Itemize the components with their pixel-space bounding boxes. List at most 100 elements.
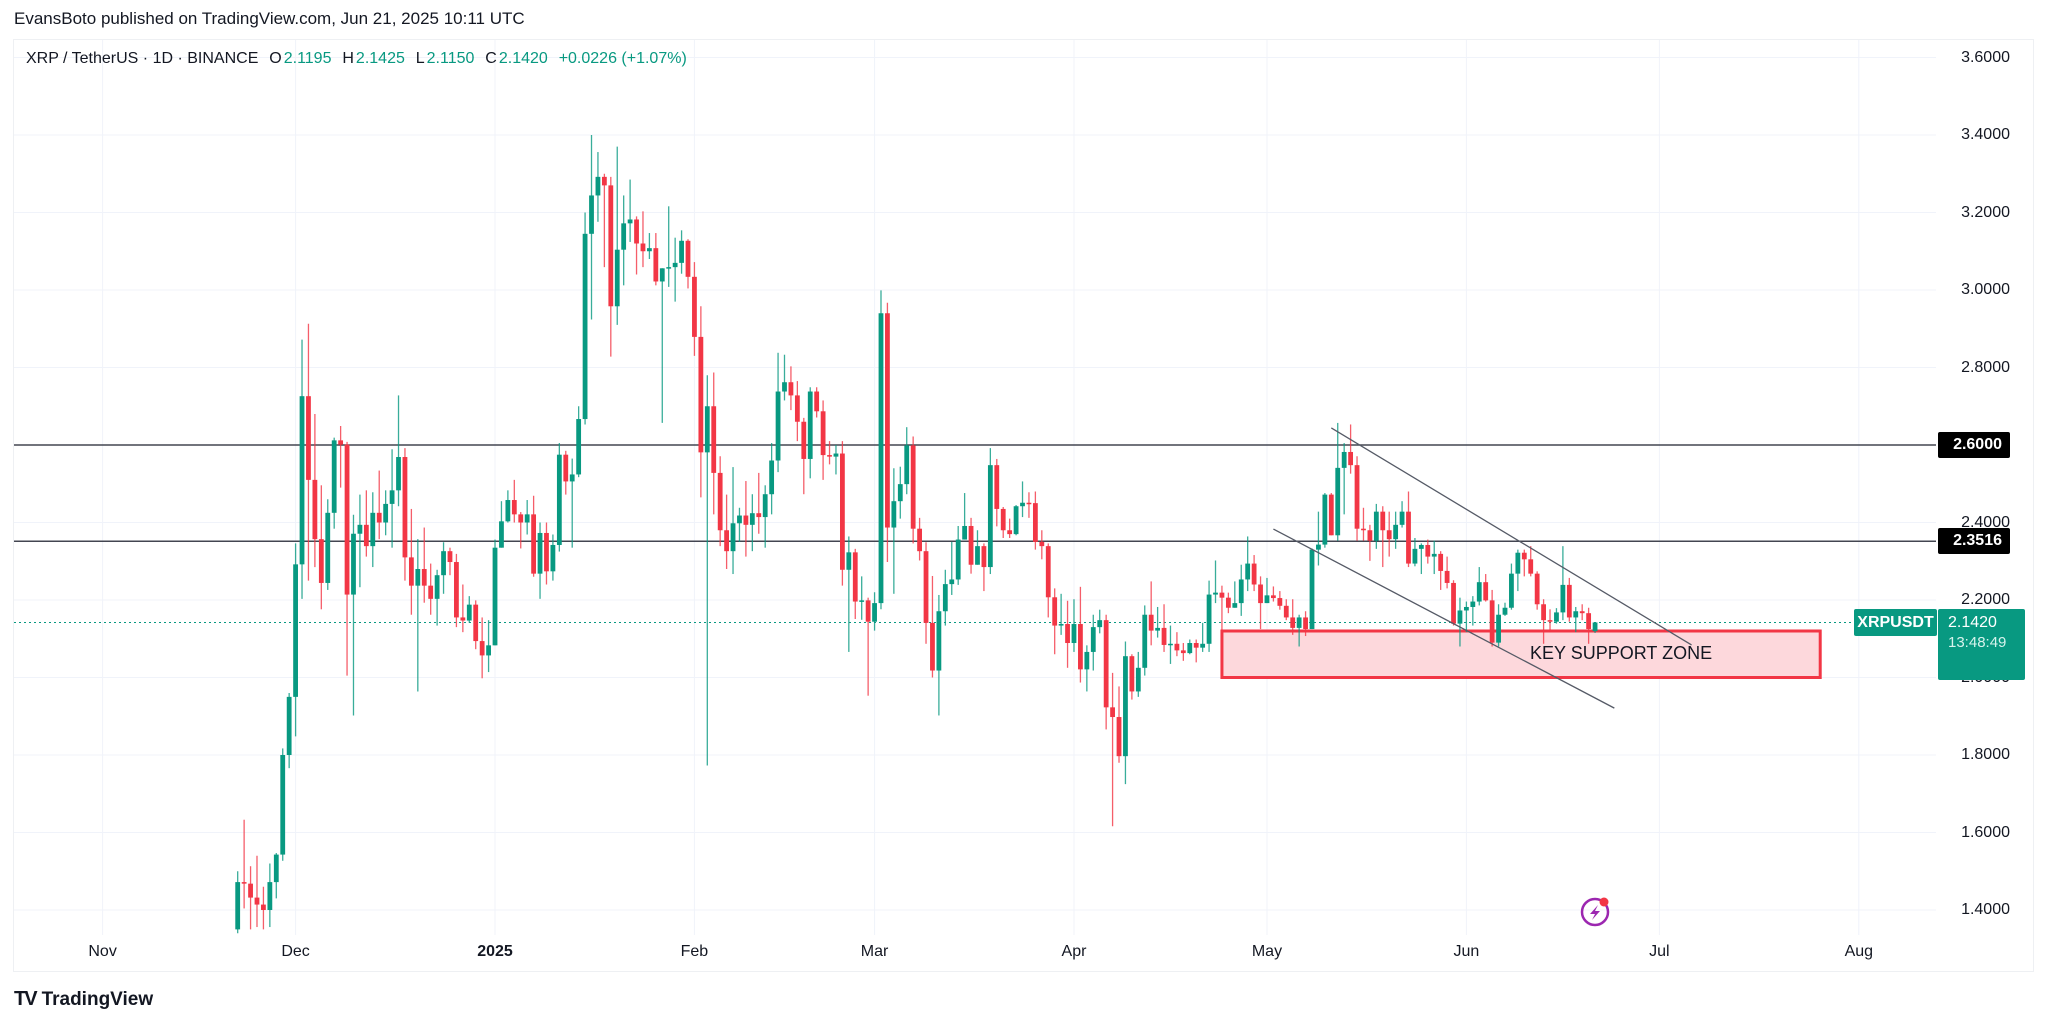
candle-body	[653, 248, 659, 282]
candle-body	[975, 546, 980, 565]
candle-body	[415, 569, 421, 586]
candle	[1515, 549, 1521, 592]
candle	[994, 458, 1000, 527]
candle	[1084, 645, 1090, 692]
candle-body	[1161, 627, 1167, 645]
candle	[672, 237, 678, 302]
candle	[518, 512, 524, 549]
candle	[241, 819, 247, 909]
candle	[1103, 614, 1109, 730]
candle-body	[1065, 624, 1070, 644]
candle	[1161, 604, 1167, 652]
trendlines[interactable]	[1273, 427, 1692, 709]
candle-body	[537, 532, 543, 574]
candle	[1463, 601, 1469, 633]
candle-body	[518, 514, 524, 523]
candle-body	[1451, 582, 1456, 624]
candle	[782, 354, 787, 401]
candle	[363, 490, 369, 557]
y-tick-label: 2.8000	[1961, 358, 2010, 376]
candle	[1412, 538, 1418, 567]
candle-body	[1187, 643, 1193, 654]
candle	[1418, 543, 1424, 575]
support-zone[interactable]	[1220, 629, 1822, 679]
symbol-title[interactable]: XRP / TetherUS · 1D · BINANCE	[26, 50, 259, 67]
candle	[1174, 632, 1180, 657]
candle-body	[794, 395, 800, 422]
candle-body	[1135, 667, 1141, 692]
candle-body	[1283, 605, 1289, 618]
candle	[331, 437, 337, 529]
candle-body	[344, 444, 350, 595]
candle-body	[1303, 617, 1308, 630]
candle-body	[505, 500, 511, 522]
candle	[1444, 556, 1450, 589]
close-label: C	[485, 50, 497, 67]
level-tag-2.3516: 2.3516	[1938, 528, 2010, 555]
candle-body	[1000, 508, 1006, 531]
x-tick-label: May	[1251, 943, 1283, 960]
candle	[930, 575, 935, 678]
candle	[1521, 549, 1527, 577]
candle	[325, 499, 331, 590]
candle	[434, 569, 440, 626]
candle-body	[1258, 584, 1263, 604]
lightning-icon[interactable]	[1580, 897, 1610, 927]
candle	[1586, 607, 1592, 644]
candle-body	[1438, 553, 1444, 571]
candle-body	[1180, 650, 1186, 654]
candle-body	[261, 904, 266, 910]
candle	[1348, 424, 1354, 474]
candle-body	[839, 453, 845, 570]
candle	[1142, 605, 1148, 676]
candle-body	[1425, 544, 1431, 557]
candle	[537, 522, 543, 599]
candle-body	[286, 696, 292, 755]
candle	[749, 494, 755, 552]
candle	[1528, 546, 1534, 577]
tradingview-logo[interactable]: TV TradingView	[14, 988, 153, 1011]
candle	[1129, 654, 1135, 700]
candle	[267, 863, 273, 928]
high-label: H	[342, 50, 354, 67]
candle	[1187, 639, 1193, 655]
candle	[473, 600, 479, 650]
candle	[1290, 599, 1296, 635]
candle-body	[1277, 598, 1283, 606]
candle	[1232, 581, 1238, 608]
candle	[1309, 548, 1315, 630]
candle-body	[1193, 643, 1199, 648]
candle-body	[486, 645, 491, 656]
candle	[949, 541, 955, 595]
candle-body	[737, 515, 742, 524]
candle-body	[1206, 594, 1212, 644]
x-tick-label: Aug	[1844, 943, 1874, 960]
candle	[280, 748, 286, 861]
chart-frame	[13, 39, 2034, 972]
candle-body	[1328, 494, 1334, 536]
candle	[955, 525, 961, 585]
candle	[1000, 507, 1006, 538]
candle	[1238, 564, 1244, 616]
candle-body	[1148, 614, 1154, 631]
candle	[608, 176, 614, 357]
candle-body	[659, 268, 665, 282]
candle	[1032, 491, 1038, 550]
candle-body	[280, 755, 286, 855]
candle	[299, 339, 305, 599]
candle-body	[1541, 604, 1546, 621]
candle-body	[351, 533, 356, 595]
candle-body	[1547, 620, 1553, 622]
y-tick-label: 3.4000	[1961, 126, 2010, 143]
candle-body	[827, 455, 832, 457]
candle	[1200, 622, 1206, 652]
candle	[1135, 651, 1141, 697]
candle-body	[1406, 511, 1411, 564]
candle	[820, 400, 826, 480]
candles	[235, 135, 1598, 934]
candle-body	[865, 600, 871, 622]
candle	[1406, 491, 1411, 568]
candle	[479, 617, 485, 679]
candle-body	[1592, 622, 1598, 632]
